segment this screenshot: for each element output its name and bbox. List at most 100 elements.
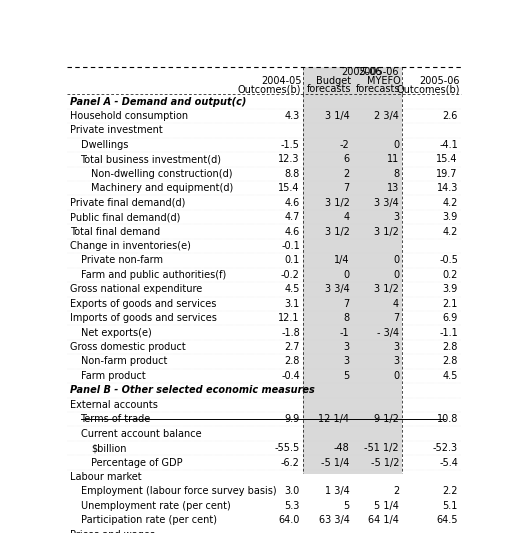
Text: -5 1/2: -5 1/2 <box>371 457 399 467</box>
Text: 4.6: 4.6 <box>285 227 300 237</box>
Text: 0: 0 <box>393 270 399 280</box>
Text: Total final demand: Total final demand <box>70 227 160 237</box>
Text: 2.1: 2.1 <box>443 298 458 309</box>
Text: -1.5: -1.5 <box>281 140 300 150</box>
Text: 7: 7 <box>343 183 350 193</box>
Text: 2 3/4: 2 3/4 <box>374 111 399 121</box>
Bar <box>303 109 402 123</box>
Text: 4.2: 4.2 <box>443 198 458 208</box>
Text: 6.9: 6.9 <box>443 313 458 323</box>
Text: 3.1: 3.1 <box>285 298 300 309</box>
Text: Percentage of GDP: Percentage of GDP <box>91 457 183 467</box>
Text: 13: 13 <box>387 183 399 193</box>
Text: 10.8: 10.8 <box>436 414 458 424</box>
Text: Public final demand(d): Public final demand(d) <box>70 212 180 222</box>
Bar <box>303 383 402 398</box>
Bar <box>303 196 402 210</box>
Text: External accounts: External accounts <box>70 400 158 410</box>
Text: 4.2: 4.2 <box>443 227 458 237</box>
Text: 2004-05: 2004-05 <box>261 76 301 86</box>
Bar <box>303 152 402 167</box>
Text: Total business investment(d): Total business investment(d) <box>81 155 222 164</box>
Bar <box>303 268 402 282</box>
Text: Prices and wages: Prices and wages <box>70 530 155 533</box>
Text: 3 1/4: 3 1/4 <box>325 111 350 121</box>
Text: 3.9: 3.9 <box>443 284 458 294</box>
Text: Employment (labour force survey basis): Employment (labour force survey basis) <box>81 487 276 496</box>
Text: Private investment: Private investment <box>70 125 162 135</box>
Text: 7: 7 <box>393 313 399 323</box>
Text: 12.1: 12.1 <box>279 313 300 323</box>
Text: 3: 3 <box>393 342 399 352</box>
Text: 8.8: 8.8 <box>285 169 300 179</box>
Text: 3.9: 3.9 <box>443 212 458 222</box>
Bar <box>303 441 402 455</box>
Text: Panel B - Other selected economic measures: Panel B - Other selected economic measur… <box>70 385 315 395</box>
Text: 3: 3 <box>393 357 399 367</box>
Bar <box>303 181 402 196</box>
Text: 5.3: 5.3 <box>284 501 300 511</box>
Text: Dwellings: Dwellings <box>81 140 128 150</box>
Text: 9 1/2: 9 1/2 <box>374 414 399 424</box>
Text: 15.4: 15.4 <box>436 155 458 164</box>
Text: Change in inventories(e): Change in inventories(e) <box>70 241 191 251</box>
Bar <box>303 311 402 325</box>
Text: 63 3/4: 63 3/4 <box>319 515 350 526</box>
Bar <box>303 528 402 533</box>
Text: -48: -48 <box>334 443 350 453</box>
Text: 3 1/2: 3 1/2 <box>324 198 350 208</box>
Text: 0: 0 <box>393 255 399 265</box>
Bar <box>303 138 402 152</box>
Text: forecasts: forecasts <box>306 84 351 94</box>
Text: 4.5: 4.5 <box>443 371 458 381</box>
Text: 5: 5 <box>343 501 350 511</box>
Text: 3 1/2: 3 1/2 <box>374 284 399 294</box>
Bar <box>303 354 402 369</box>
Text: 3: 3 <box>343 342 350 352</box>
Text: 7: 7 <box>343 298 350 309</box>
Text: -1.1: -1.1 <box>439 328 458 337</box>
Text: 2.8: 2.8 <box>443 342 458 352</box>
Bar <box>303 426 402 441</box>
Text: Unemployment rate (per cent): Unemployment rate (per cent) <box>81 501 230 511</box>
Text: 11: 11 <box>387 155 399 164</box>
Text: -1.8: -1.8 <box>281 328 300 337</box>
Bar <box>303 470 402 484</box>
Text: 3 1/2: 3 1/2 <box>324 227 350 237</box>
Text: 2005-06: 2005-06 <box>419 76 460 86</box>
Text: 4: 4 <box>343 212 350 222</box>
Text: Outcomes(b): Outcomes(b) <box>238 84 301 94</box>
Text: Non-farm product: Non-farm product <box>81 357 167 367</box>
Text: Household consumption: Household consumption <box>70 111 188 121</box>
Text: 2: 2 <box>343 169 350 179</box>
Text: 9.9: 9.9 <box>285 414 300 424</box>
Text: Non-dwelling construction(d): Non-dwelling construction(d) <box>91 169 233 179</box>
Text: 2.8: 2.8 <box>443 357 458 367</box>
Text: -2: -2 <box>340 140 350 150</box>
Text: MYEFO: MYEFO <box>367 76 400 86</box>
Text: 19.7: 19.7 <box>436 169 458 179</box>
Text: 3: 3 <box>343 357 350 367</box>
Text: 3 3/4: 3 3/4 <box>325 284 350 294</box>
Bar <box>303 224 402 239</box>
Text: Budget: Budget <box>316 76 351 86</box>
Text: Exports of goods and services: Exports of goods and services <box>70 298 216 309</box>
Text: Private non-farm: Private non-farm <box>81 255 162 265</box>
Text: 12 1/4: 12 1/4 <box>319 414 350 424</box>
Text: 1/4: 1/4 <box>334 255 350 265</box>
Text: 4.7: 4.7 <box>284 212 300 222</box>
Text: 4: 4 <box>393 298 399 309</box>
Text: Participation rate (per cent): Participation rate (per cent) <box>81 515 216 526</box>
Bar <box>303 398 402 412</box>
Text: Net exports(e): Net exports(e) <box>81 328 151 337</box>
Bar <box>303 412 402 426</box>
Text: 8: 8 <box>393 169 399 179</box>
Text: Private final demand(d): Private final demand(d) <box>70 198 185 208</box>
Text: 1 3/4: 1 3/4 <box>325 487 350 496</box>
Text: Outcomes(b): Outcomes(b) <box>396 84 460 94</box>
Bar <box>303 282 402 296</box>
Text: 2.7: 2.7 <box>284 342 300 352</box>
Text: Terms of trade: Terms of trade <box>81 414 151 424</box>
Text: Farm product: Farm product <box>81 371 145 381</box>
Text: -0.1: -0.1 <box>281 241 300 251</box>
